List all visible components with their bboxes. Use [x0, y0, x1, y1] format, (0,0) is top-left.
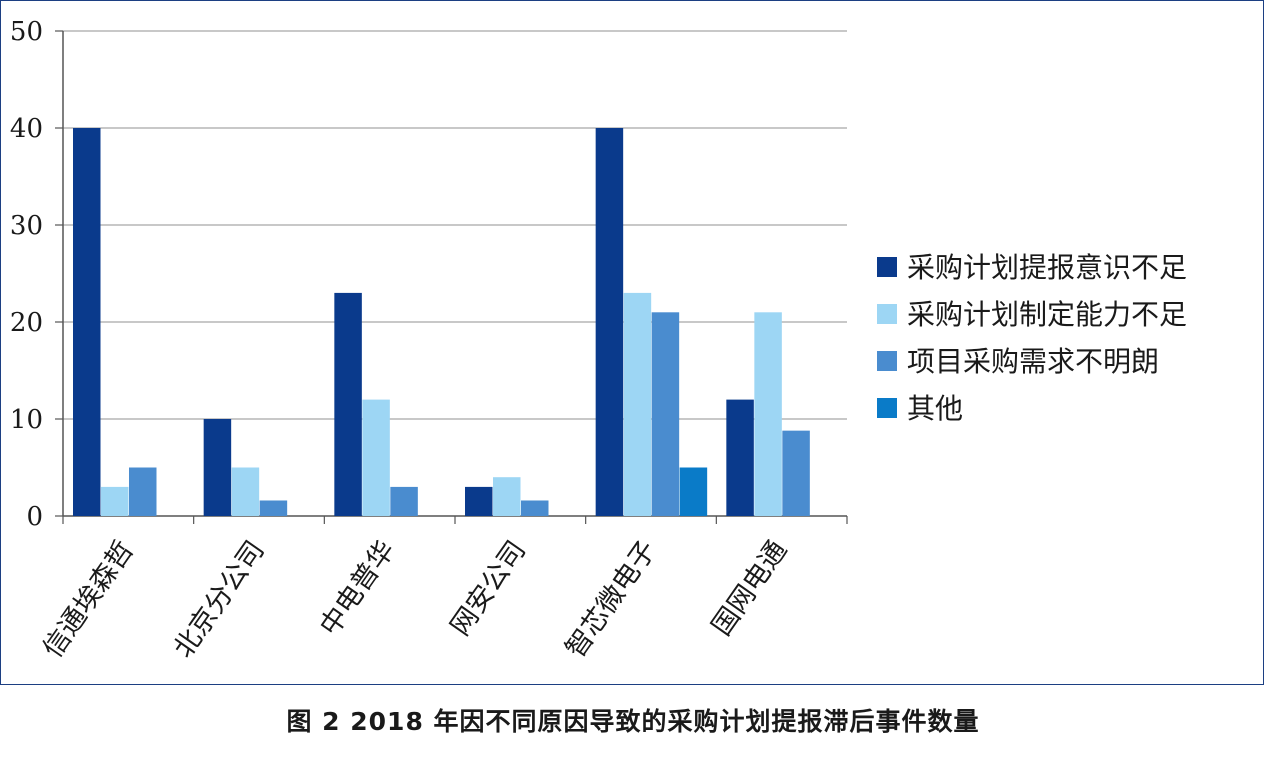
- bar: [334, 293, 362, 516]
- bar: [652, 312, 680, 516]
- bar: [465, 487, 493, 516]
- bar: [493, 477, 521, 516]
- bar: [726, 400, 754, 516]
- bar: [362, 400, 390, 516]
- y-tick-label: 40: [10, 114, 43, 144]
- bar: [260, 500, 288, 516]
- x-tick-label: 中电普华: [314, 535, 401, 641]
- x-tick-label: 信通埃森哲: [37, 535, 140, 663]
- bar: [204, 419, 232, 516]
- figure-caption: 图 2 2018 年因不同原因导致的采购计划提报滞后事件数量: [0, 702, 1266, 738]
- bar: [680, 468, 708, 517]
- y-tick-label: 0: [26, 502, 43, 532]
- x-tick-label: 国网电通: [706, 535, 793, 641]
- x-tick-label: 智芯微电子: [560, 535, 663, 663]
- bar-chart: 0 10 20 30 40 50 信通埃森哲 北京分公司 中电普华 网安公司 智芯微电子 国网电通 采购…: [1, 1, 1265, 686]
- legend-label: 采购计划提报意识不足: [907, 251, 1187, 284]
- bar: [129, 468, 157, 517]
- legend-label: 其他: [907, 392, 963, 425]
- bar: [232, 468, 260, 517]
- y-tick-label: 50: [10, 17, 43, 47]
- bar: [390, 487, 418, 516]
- legend-label: 项目采购需求不明朗: [907, 345, 1159, 378]
- legend-swatch: [877, 257, 897, 277]
- bar: [624, 293, 652, 516]
- legend-swatch: [877, 351, 897, 371]
- legend-label: 采购计划制定能力不足: [907, 298, 1187, 331]
- y-tick-label: 10: [10, 405, 43, 435]
- bar: [754, 312, 782, 516]
- bar: [782, 431, 810, 516]
- y-tick-label: 30: [10, 211, 43, 241]
- legend-swatch: [877, 304, 897, 324]
- chart-frame: 0 10 20 30 40 50 信通埃森哲 北京分公司 中电普华 网安公司 智芯微电子 国网电通 采购…: [0, 0, 1264, 685]
- x-tick-label: 北京分公司: [168, 535, 271, 663]
- bar: [596, 128, 624, 516]
- legend-swatch: [877, 398, 897, 418]
- bar: [101, 487, 129, 516]
- x-tick-label: 网安公司: [445, 535, 532, 641]
- bar: [73, 128, 101, 516]
- y-tick-label: 20: [10, 308, 43, 338]
- bar: [521, 500, 549, 516]
